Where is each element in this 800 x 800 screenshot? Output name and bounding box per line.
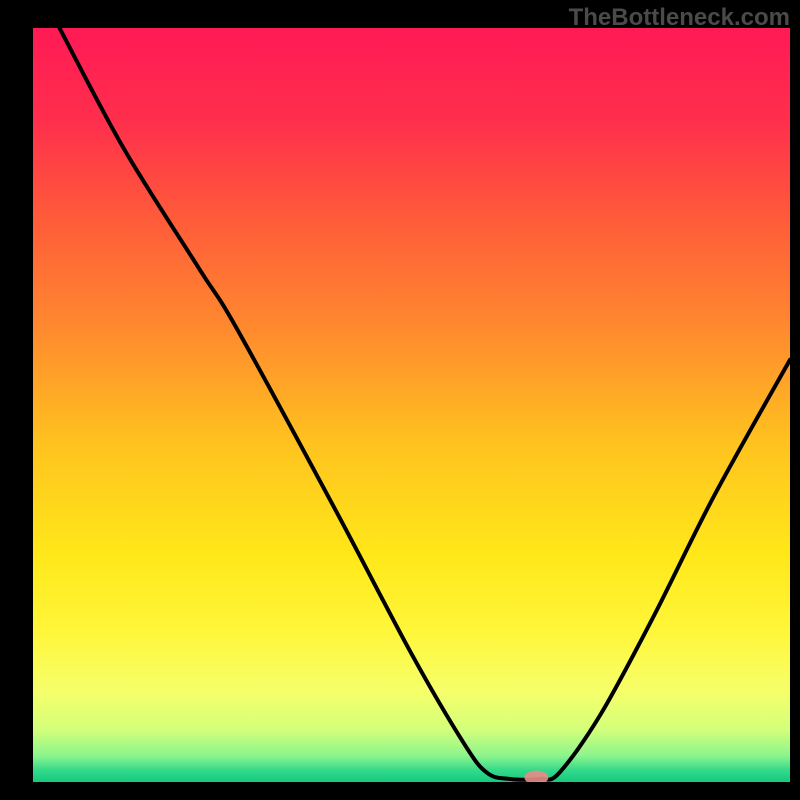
bottleneck-chart: TheBottleneck.com [0,0,800,800]
chart-svg [0,0,800,800]
watermark-text: TheBottleneck.com [569,4,790,32]
plot-background [33,28,790,782]
